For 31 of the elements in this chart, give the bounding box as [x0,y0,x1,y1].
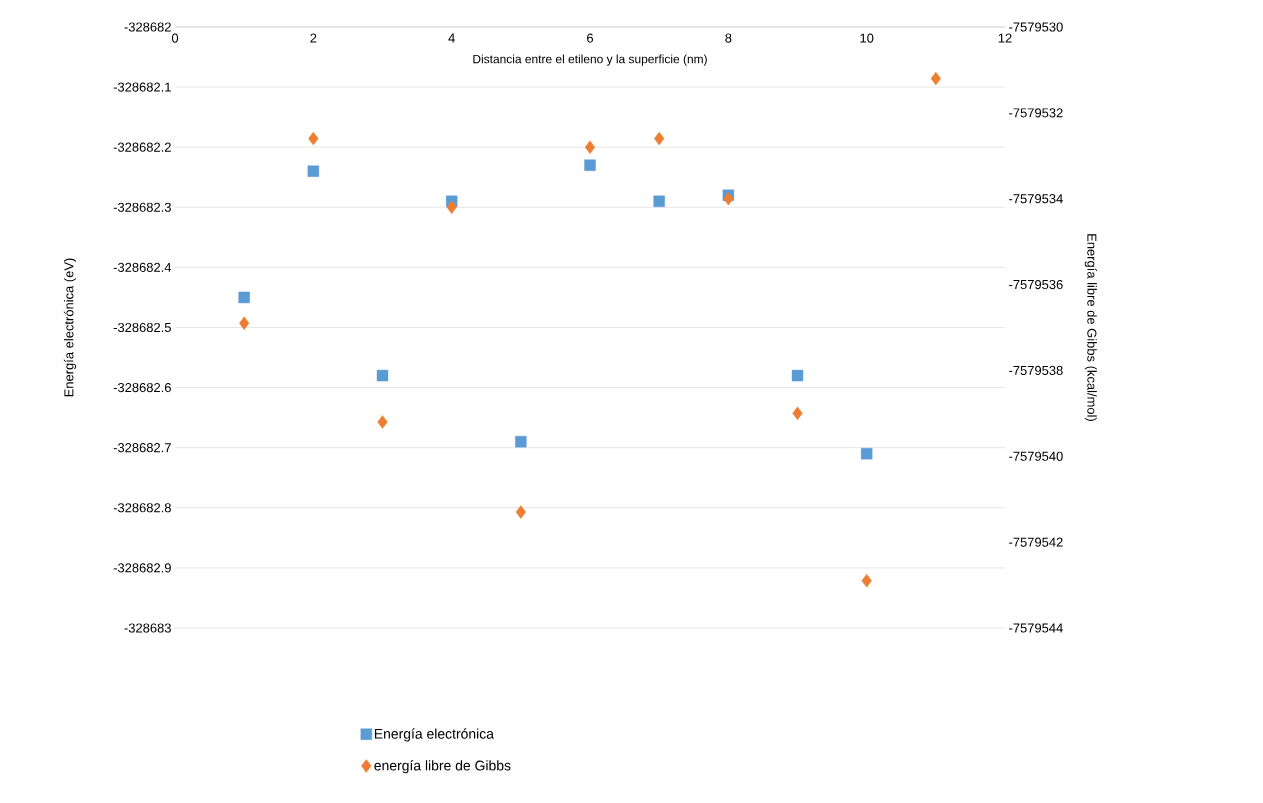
x-tick-label: 4 [448,33,455,43]
x-tick-label: 12 [998,33,1012,43]
y-tick-label: -328682.3 [113,202,171,212]
y-tick-label: -328682.9 [113,563,171,573]
y-tick-label: -328682.8 [113,503,171,513]
y2-tick-label: -7579540 [1009,451,1063,461]
y-tick-label: -328682.2 [113,142,171,152]
y2-tick-label: -7579532 [1009,108,1063,118]
x-axis-title: Distancia entre el etileno y la superficie (nm) [473,54,707,66]
y2-tick-label: -7579544 [1009,623,1063,633]
y-tick-label: -328682.7 [113,443,171,453]
y2-tick-label: -7579534 [1009,194,1063,204]
legend-label: energía libre de Gibbs [374,760,511,774]
y-tick-label: -328682.1 [113,82,171,92]
y-tick-label: -328682.5 [113,322,171,333]
y-tick-label: -328682.6 [113,383,171,393]
x-tick-label: 2 [310,33,317,43]
y-tick-label: -328682 [124,22,171,32]
y-axis-title: Energía electrónica (eV) [63,258,77,397]
x-tick-label: 8 [725,33,732,43]
y-tick-label: -328683 [124,623,171,633]
y2-axis-title: Energía libre de Gibbs (kcal/mol) [1084,234,1097,421]
y-tick-label: -328682.4 [113,262,172,272]
x-tick-label: 10 [860,33,874,43]
y2-tick-label: -7579538 [1009,365,1063,375]
y2-tick-label: -7579530 [1009,22,1063,32]
legend-label: Energía electrónica [374,728,494,742]
y2-tick-label: -7579542 [1009,537,1063,547]
x-tick-label: 6 [587,33,594,43]
y2-tick-label: -7579536 [1009,279,1063,290]
x-tick-label: 0 [171,33,179,43]
